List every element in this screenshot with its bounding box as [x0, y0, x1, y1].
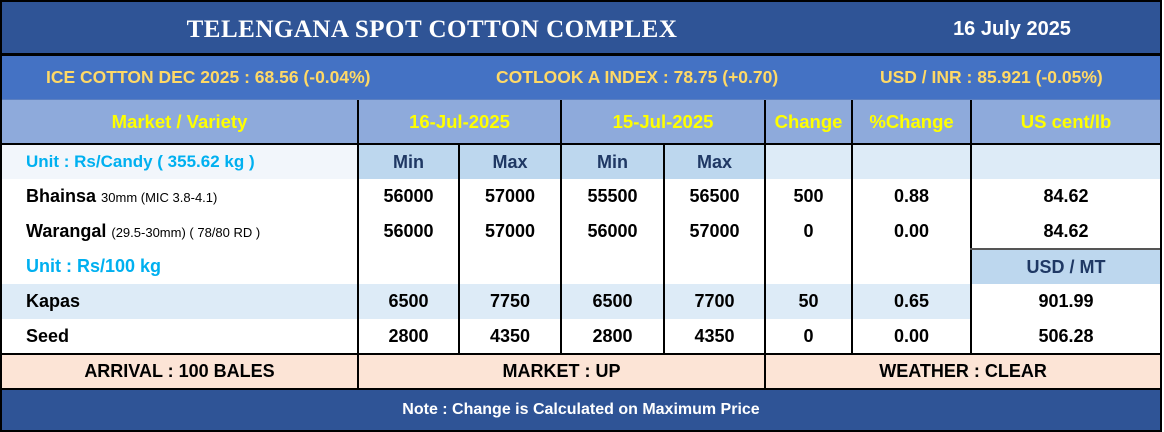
us-cent: 84.62	[970, 179, 1161, 214]
ticker-bar: ICE COTTON DEC 2025 : 68.56 (-0.04%) COT…	[2, 56, 1160, 100]
note: Note : Change is Calculated on Maximum P…	[2, 388, 1160, 430]
page-title: TELENGANA SPOT COTTON COMPLEX	[186, 16, 678, 43]
min-price: 2800	[357, 319, 459, 354]
change: 0	[764, 214, 853, 249]
min-price: 2800	[560, 319, 665, 354]
usd-inr: USD / INR : 85.921 (-0.05%)	[880, 67, 1103, 87]
max-label: Max	[457, 144, 562, 179]
min-price: 6500	[357, 284, 459, 319]
change: 0	[764, 319, 853, 354]
col-market: Market / Variety	[2, 100, 358, 145]
col-pct-change: %Change	[851, 100, 972, 145]
table-row: Kapas 6500 7750 6500 7700 50 0.65 901.99	[2, 284, 1161, 319]
col-date2: 15-Jul-2025	[560, 100, 766, 145]
min-price: 56000	[560, 214, 665, 249]
max-price: 7700	[663, 284, 766, 319]
us-cent: 84.62	[970, 214, 1161, 250]
max-price: 57000	[457, 214, 562, 249]
min-label: Min	[357, 144, 459, 179]
max-price: 56500	[663, 179, 766, 214]
usd-mt: 506.28	[970, 319, 1161, 354]
min-price: 56000	[357, 214, 459, 249]
report-date: 16 July 2025	[953, 18, 1071, 40]
market-name: Kapas	[2, 284, 358, 319]
usd-mt: 901.99	[970, 284, 1161, 319]
table-row: Warangal (29.5-30mm) ( 78/80 RD ) 56000 …	[2, 214, 1161, 250]
market-name: Seed	[26, 325, 70, 346]
change: 50	[764, 284, 853, 319]
usd-mt-label: USD / MT	[970, 249, 1161, 284]
market-status: MARKET : UP	[356, 353, 766, 388]
unit-row: Unit : Rs/100 kg USD / MT	[2, 249, 1161, 284]
min-price: 6500	[560, 284, 665, 319]
col-date1: 16-Jul-2025	[356, 100, 562, 145]
change: 500	[764, 179, 853, 214]
max-label: Max	[663, 144, 766, 179]
col-us-cent: US cent/lb	[970, 100, 1161, 145]
table-row: Bhainsa 30mm (MIC 3.8-4.1) 56000 57000 5…	[2, 179, 1161, 214]
max-price: 7750	[457, 284, 562, 319]
unit-candy: Unit : Rs/Candy ( 355.62 kg )	[2, 144, 358, 179]
title-bar: TELENGANA SPOT COTTON COMPLEX 16 July 20…	[2, 2, 1160, 56]
arrival: ARRIVAL : 100 BALES	[2, 353, 358, 388]
pct-change: 0.00	[851, 319, 972, 354]
min-price: 55500	[560, 179, 665, 214]
unit-row: Unit : Rs/Candy ( 355.62 kg ) Min Max Mi…	[2, 144, 1161, 179]
ice-cotton: ICE COTTON DEC 2025 : 68.56 (-0.04%)	[46, 67, 371, 87]
market-name: Warangal (29.5-30mm) ( 78/80 RD )	[26, 221, 261, 241]
min-price: 56000	[357, 179, 459, 214]
max-price: 57000	[663, 214, 766, 249]
market-name: Bhainsa 30mm (MIC 3.8-4.1)	[26, 186, 218, 206]
unit-100kg: Unit : Rs/100 kg	[26, 256, 162, 276]
pct-change: 0.00	[851, 214, 972, 249]
max-price: 4350	[457, 319, 562, 354]
pct-change: 0.88	[851, 179, 972, 214]
header-row: Market / Variety 16-Jul-2025 15-Jul-2025…	[2, 100, 1161, 145]
weather: WEATHER : CLEAR	[764, 353, 1161, 388]
price-table: Market / Variety 16-Jul-2025 15-Jul-2025…	[2, 100, 1161, 388]
cotlook-index: COTLOOK A INDEX : 78.75 (+0.70)	[496, 67, 779, 87]
table-row: Seed 2800 4350 2800 4350 0 0.00 506.28	[2, 319, 1161, 354]
min-label: Min	[560, 144, 665, 179]
max-price: 4350	[663, 319, 766, 354]
pct-change: 0.65	[851, 284, 972, 319]
max-price: 57000	[457, 179, 562, 214]
footer-row: ARRIVAL : 100 BALES MARKET : UP WEATHER …	[2, 353, 1161, 388]
col-change: Change	[764, 100, 853, 145]
